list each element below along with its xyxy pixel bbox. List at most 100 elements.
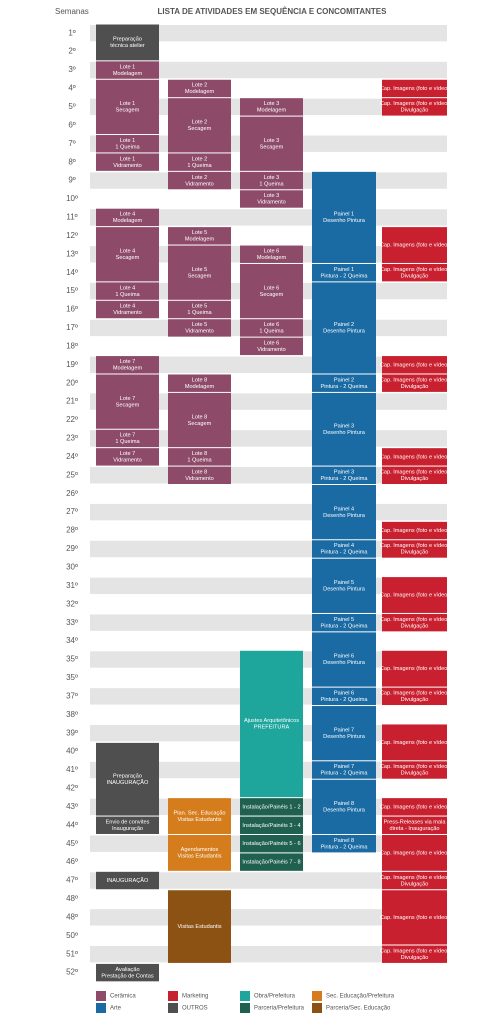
activity-label: Lote 8 [192, 414, 208, 420]
activity-label: Lote 3 [264, 193, 280, 199]
activity-block [240, 171, 303, 190]
activity-block [382, 816, 447, 834]
week-label: 46º [66, 857, 78, 866]
activity-block [168, 798, 231, 834]
activity-label: Lote 1 [120, 64, 136, 70]
activity-label: Desenho Pintura [323, 513, 366, 519]
activity-label: Lote 4 [120, 248, 136, 254]
activity-block [382, 613, 447, 632]
activity-label: técnica atelier [110, 43, 145, 49]
week-label: 1º [68, 28, 75, 37]
activity-label: Painel 3 [334, 470, 354, 476]
activity-block [312, 632, 376, 687]
activity-block [382, 687, 447, 706]
activity-block [96, 356, 159, 374]
activity-label: Instalação/Painéis 3 - 4 [242, 823, 300, 829]
activity-label: Lote 5 [192, 267, 208, 273]
activity-block [312, 263, 376, 282]
activity-label: Lote 4 [120, 304, 136, 310]
activity-label: Desenho Pintura [323, 660, 366, 666]
activity-block [382, 448, 447, 466]
activity-label: Ajustes Arquitetônicos [244, 718, 299, 724]
activity-block [312, 171, 376, 263]
activity-block [382, 724, 447, 761]
activity-label: Pintura - 2 Queima [321, 697, 369, 703]
activity-label: Vidramento [257, 200, 286, 206]
week-label: 39º [66, 728, 78, 737]
activity-label: Cap. Imagens (foto e vídeo) [380, 528, 449, 534]
weeks-header: Semanas [55, 7, 89, 16]
week-label: 34º [66, 636, 78, 645]
activity-label: Agendamentos [181, 847, 219, 853]
activity-label: Cap. Imagens (foto e vídeo) [380, 875, 449, 881]
activity-block [240, 190, 303, 208]
legend-swatch [96, 1003, 106, 1013]
activity-label: Lote 7 [120, 433, 136, 439]
legend-swatch [240, 1003, 250, 1013]
activity-label: Instalação/Painéis 1 - 2 [242, 804, 300, 810]
activity-label: Vidramento [185, 476, 214, 482]
week-label: 3º [68, 65, 75, 74]
week-label: 33º [66, 618, 78, 627]
activity-label: Lote 7 [120, 359, 136, 365]
activity-block [168, 98, 231, 153]
activity-label: Cap. Imagens (foto e vídeo) [380, 850, 449, 856]
week-label: 9º [68, 176, 75, 185]
week-stripe [90, 61, 447, 79]
week-label: 13º [66, 249, 78, 258]
activity-label: Desenho Pintura [323, 430, 366, 436]
activity-label: Painel 6 [334, 654, 354, 660]
activity-label: Desenho Pintura [323, 808, 366, 814]
activity-label: Visitas Estudantis [177, 854, 221, 860]
activity-label: Desenho Pintura [323, 329, 366, 335]
activity-block [312, 706, 376, 761]
activity-label: Lote 4 [120, 212, 136, 218]
activity-label: Cap. Imagens (foto e vídeo) [380, 764, 449, 770]
week-label: 7º [68, 139, 75, 148]
week-label: 16º [66, 305, 78, 314]
week-label: 30º [66, 562, 78, 571]
activity-label: Pintura - 2 Queima [321, 844, 369, 850]
legend-label: Parceria/Sec. Educação [326, 1006, 391, 1012]
week-label: 48º [66, 912, 78, 921]
activity-block [240, 245, 303, 263]
activity-label: Secagem [116, 402, 140, 408]
activity-label: Painel 4 [334, 543, 354, 549]
activity-label: INAUGURAÇÃO [107, 877, 149, 884]
activity-block [96, 227, 159, 282]
activity-block [312, 392, 376, 466]
week-label: 12º [66, 231, 78, 240]
activity-label: direta - Inauguração [389, 826, 439, 832]
legend-swatch [168, 1003, 178, 1013]
activity-label: Lote 2 [192, 120, 208, 126]
activity-block [382, 834, 447, 871]
activity-block [312, 779, 376, 834]
activity-block [240, 834, 303, 853]
activity-label: Pintura - 2 Queima [321, 623, 369, 629]
activity-label: Painel 6 [334, 691, 354, 697]
activity-block [312, 613, 376, 632]
activity-label: PREFEITURA [254, 725, 290, 731]
activity-label: Desenho Pintura [323, 218, 366, 224]
activity-label: Vidramento [257, 347, 286, 353]
activity-label: Pintura - 2 Queima [321, 771, 369, 777]
activity-block [168, 466, 231, 484]
activity-label: Painel 7 [334, 764, 354, 770]
activity-label: Vidramento [113, 458, 142, 464]
activity-block [168, 890, 231, 963]
activity-label: Lote 6 [264, 341, 280, 347]
activity-label: Cap. Imagens (foto e vídeo) [380, 691, 449, 697]
week-label: 27º [66, 507, 78, 516]
activity-label: Painel 8 [334, 801, 354, 807]
week-label: 44º [66, 820, 78, 829]
activity-block [240, 319, 303, 337]
week-label: 40º [66, 747, 78, 756]
week-label: 15º [66, 286, 78, 295]
activity-label: Lote 7 [120, 451, 136, 457]
activity-label: Cap. Imagens (foto e vídeo) [380, 101, 449, 107]
activity-label: Cap. Imagens (foto e vídeo) [380, 666, 449, 672]
activity-label: Cap. Imagens (foto e vídeo) [380, 454, 449, 460]
activity-label: Painel 4 [334, 506, 354, 512]
activity-block [382, 761, 447, 779]
week-label: 24º [66, 452, 78, 461]
